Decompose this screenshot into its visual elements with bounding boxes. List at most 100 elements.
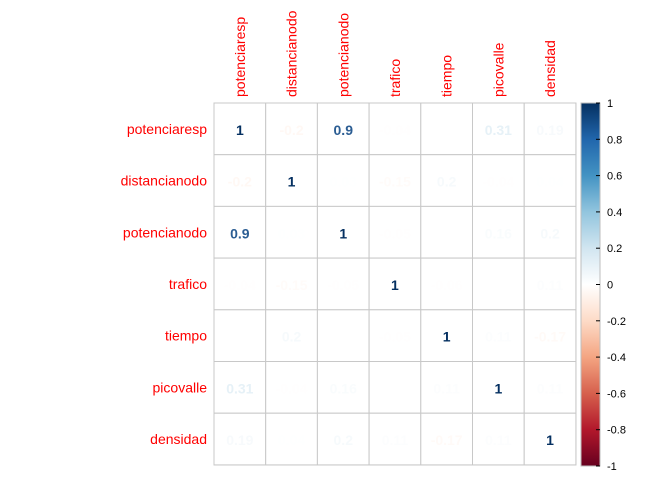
colorbar-tick-label: 1: [607, 98, 613, 110]
colorbar-tick-label: -0.4: [607, 352, 626, 364]
matrix-cell: [265, 361, 318, 414]
coefficient-label: 0.2: [437, 174, 457, 190]
matrix-cell: [472, 412, 525, 466]
coefficient-label: 0.9: [230, 225, 250, 241]
coefficient-label: 0.2: [334, 432, 354, 448]
coefficient-label: -0.17: [431, 432, 463, 448]
coefficient-label: -0.17: [534, 329, 566, 345]
coefficient-label: 0.11: [433, 380, 460, 396]
matrix-cell: [265, 205, 318, 259]
matrix-cell: [472, 102, 525, 156]
row-label: tiempo: [165, 328, 207, 344]
matrix-cell: [420, 102, 473, 156]
coefficient-label: 0.19: [536, 122, 563, 138]
coefficient-label: 0.11: [537, 277, 564, 293]
colorbar-tick-label: 0.2: [607, 243, 622, 255]
row-label: picovalle: [153, 379, 208, 395]
matrix-cell: [213, 412, 267, 466]
coefficient-label: 0.11: [537, 380, 564, 396]
coefficient-label: 0.31: [485, 122, 512, 138]
row-label: densidad: [150, 431, 207, 447]
row-label: trafico: [169, 276, 207, 292]
column-label: tiempo: [439, 55, 455, 97]
coefficient-label: 1: [236, 122, 244, 138]
coefficient-label: 0.02: [433, 225, 460, 241]
row-label: potencianodo: [123, 224, 207, 240]
colorbar-tick-label: 0.4: [607, 207, 622, 219]
matrix-cell: [523, 412, 577, 466]
coefficient-label: -0.04: [482, 174, 514, 190]
matrix-cell: [420, 361, 473, 414]
matrix-cell: [472, 361, 525, 414]
coefficient-label: -0.04: [276, 380, 308, 396]
matrix-cell: [316, 205, 370, 259]
coefficient-label: -0.02: [482, 277, 514, 293]
colorbar-tick-label: 0.6: [607, 171, 622, 183]
colorbar-tick-label: -0.6: [607, 388, 626, 400]
coefficient-label: -0.15: [276, 277, 308, 293]
coefficient-label: 1: [546, 432, 554, 448]
column-label: densidad: [542, 40, 558, 97]
matrix-cell: [213, 102, 267, 156]
coefficient-label: 1: [391, 277, 399, 293]
matrix-cell: [523, 154, 577, 207]
coefficient-label: 0.04: [278, 432, 305, 448]
matrix-cell: [265, 309, 318, 362]
column-label: trafico: [387, 59, 403, 97]
coefficient-label: 0.02: [330, 329, 357, 345]
matrix-cell: [523, 257, 577, 311]
matrix-cell: [472, 257, 525, 311]
matrix-cell: [316, 154, 370, 207]
coefficient-label: 0.03: [278, 225, 305, 241]
column-label: picovalle: [490, 42, 506, 97]
coefficient-label: 1: [288, 174, 296, 190]
coefficient-label: 0.11: [382, 432, 409, 448]
matrix-cell: [213, 154, 267, 207]
coefficient-label: 1: [494, 380, 502, 396]
coefficient-label: 0.11: [485, 432, 512, 448]
colorbar-tick-label: 0: [607, 280, 613, 292]
matrix-cell: [265, 102, 318, 156]
matrix-cell: [213, 257, 267, 311]
coefficient-label: -0.05: [327, 277, 359, 293]
coefficient-label: -0.02: [379, 380, 411, 396]
coefficient-label: 0.16: [485, 225, 512, 241]
colorbar-tick-label: -0.8: [607, 425, 626, 437]
matrix-cell: [368, 412, 422, 466]
coefficient-label: -0.15: [379, 174, 411, 190]
matrix-cell: [368, 205, 422, 259]
colorbar-tick-label: -0.2: [607, 316, 626, 328]
matrix-cell: [420, 154, 473, 207]
matrix-cell: [265, 257, 318, 311]
coefficient-label: -0.04: [379, 122, 411, 138]
row-label: distancianodo: [121, 173, 208, 189]
matrix-cell: [420, 412, 473, 466]
coefficient-label: -0.04: [224, 277, 256, 293]
coefficient-label: 0.16: [330, 380, 357, 396]
coefficient-label: 0.11: [485, 329, 512, 345]
column-label: potencianodo: [335, 13, 351, 97]
matrix-cell: [316, 361, 370, 414]
coefficient-label: -0.05: [379, 329, 411, 345]
matrix-cell: [368, 309, 422, 362]
coefficient-label: 0.31: [226, 380, 253, 396]
coefficient-label: 0.2: [282, 329, 302, 345]
coefficient-label: 1: [443, 329, 451, 345]
coefficient-label: -0.06: [431, 277, 463, 293]
coefficient-label: 0.04: [536, 174, 563, 190]
colorbar-tick-label: 0.8: [607, 134, 622, 146]
coefficient-label: 0.9: [334, 122, 354, 138]
colorbar-tick-label: -1: [607, 461, 617, 473]
coefficient-label: 0.2: [540, 225, 560, 241]
coefficient-label: 1: [339, 225, 347, 241]
matrix-cell: [213, 309, 267, 362]
coefficient-label: -0.2: [279, 122, 303, 138]
matrix-cell: [472, 205, 525, 259]
coefficient-label: 0.19: [226, 432, 253, 448]
column-label: distancianodo: [284, 10, 300, 97]
matrix-cell: [420, 205, 473, 259]
column-label: potenciaresp: [232, 17, 248, 97]
coefficient-label: -0.2: [228, 174, 252, 190]
